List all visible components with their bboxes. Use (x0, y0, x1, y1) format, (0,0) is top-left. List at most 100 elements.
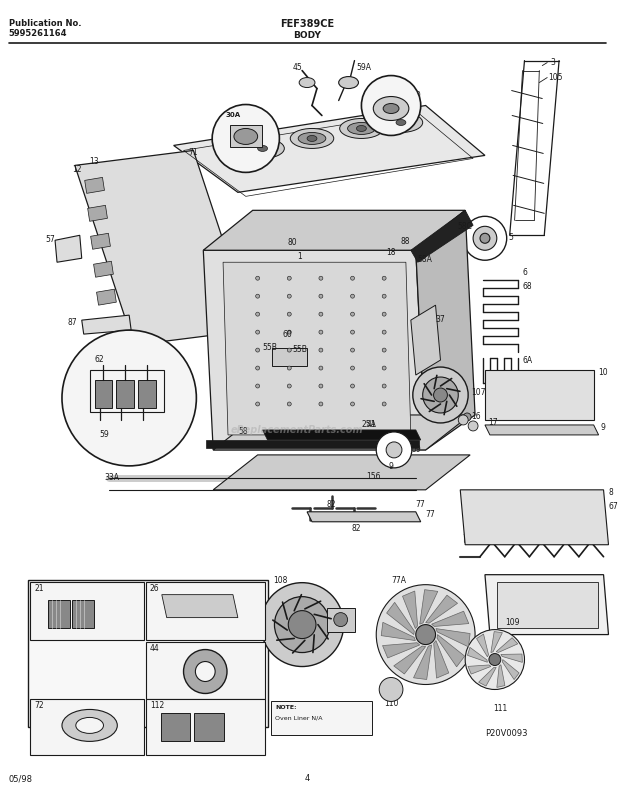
Polygon shape (501, 654, 523, 662)
Text: 77A: 77A (391, 576, 406, 585)
Polygon shape (387, 603, 414, 634)
Text: 68: 68 (523, 282, 532, 291)
Bar (327, 607, 355, 631)
Circle shape (463, 216, 507, 260)
Polygon shape (434, 641, 449, 678)
Polygon shape (411, 210, 473, 263)
Circle shape (463, 413, 471, 421)
Circle shape (350, 384, 355, 388)
Text: 77: 77 (416, 500, 425, 509)
Circle shape (350, 330, 355, 334)
Text: 59: 59 (412, 445, 422, 454)
Circle shape (287, 330, 291, 334)
Circle shape (255, 330, 260, 334)
Polygon shape (203, 210, 465, 250)
Polygon shape (97, 290, 117, 305)
Text: FEF389CE: FEF389CE (280, 19, 334, 28)
Text: 4: 4 (304, 774, 309, 783)
Polygon shape (497, 664, 505, 687)
Polygon shape (496, 638, 518, 653)
Text: 82: 82 (327, 500, 336, 509)
Ellipse shape (307, 135, 317, 142)
Text: BODY: BODY (293, 31, 321, 40)
Circle shape (195, 661, 215, 682)
Text: 26: 26 (150, 584, 159, 592)
Polygon shape (381, 623, 415, 641)
Text: 18: 18 (386, 248, 396, 257)
Polygon shape (94, 261, 113, 277)
Polygon shape (82, 315, 131, 334)
Circle shape (350, 294, 355, 298)
Circle shape (480, 233, 490, 244)
Text: 87: 87 (68, 318, 78, 327)
Text: 88: 88 (401, 237, 410, 246)
Circle shape (386, 442, 402, 458)
Text: eReplacementParts.com: eReplacementParts.com (231, 425, 363, 435)
Text: 6A: 6A (523, 356, 533, 365)
Ellipse shape (356, 126, 366, 131)
Circle shape (334, 612, 348, 626)
Bar (30, 581, 144, 640)
Ellipse shape (241, 138, 285, 158)
Bar (117, 380, 134, 408)
Text: NOTE:: NOTE: (275, 706, 297, 710)
Text: 1: 1 (297, 252, 302, 261)
Text: 5995261164: 5995261164 (9, 28, 67, 38)
Text: 9: 9 (601, 423, 606, 432)
Bar (161, 713, 190, 741)
Circle shape (319, 402, 323, 406)
Circle shape (319, 366, 323, 370)
Polygon shape (491, 631, 502, 653)
Polygon shape (91, 233, 110, 249)
Polygon shape (162, 595, 238, 618)
Polygon shape (223, 263, 411, 435)
Bar (48, 600, 70, 627)
Circle shape (62, 330, 197, 466)
Bar (497, 581, 598, 627)
Circle shape (413, 367, 468, 423)
Bar (206, 440, 418, 448)
Text: 59: 59 (100, 430, 109, 439)
Polygon shape (420, 589, 438, 624)
Text: 55B: 55B (292, 345, 307, 354)
Circle shape (382, 276, 386, 280)
Circle shape (433, 388, 448, 402)
Circle shape (350, 402, 355, 406)
Text: 6: 6 (523, 268, 528, 277)
Text: 9: 9 (388, 462, 393, 471)
Polygon shape (383, 643, 420, 658)
Polygon shape (485, 370, 594, 420)
Polygon shape (87, 206, 107, 221)
Polygon shape (394, 646, 426, 674)
Text: 44: 44 (150, 644, 160, 653)
Circle shape (458, 415, 468, 425)
Text: 33A: 33A (104, 473, 120, 482)
Circle shape (288, 611, 316, 638)
Text: 10: 10 (598, 368, 608, 377)
Bar (146, 581, 265, 640)
Bar (272, 348, 307, 366)
Polygon shape (485, 575, 608, 634)
Circle shape (382, 348, 386, 352)
Circle shape (468, 421, 478, 431)
Polygon shape (437, 634, 464, 667)
Text: 16: 16 (471, 412, 480, 421)
Circle shape (287, 366, 291, 370)
Text: 58: 58 (238, 427, 247, 436)
Polygon shape (477, 634, 489, 657)
Text: 77: 77 (426, 509, 435, 519)
Circle shape (287, 402, 291, 406)
Text: 72: 72 (34, 702, 44, 710)
Text: 59A: 59A (356, 62, 371, 72)
Polygon shape (468, 665, 491, 674)
Bar (138, 380, 156, 408)
Circle shape (255, 312, 260, 316)
Text: 105: 105 (548, 73, 563, 81)
Text: 41: 41 (366, 420, 376, 429)
Circle shape (287, 276, 291, 280)
Text: 58C: 58C (458, 222, 472, 231)
Text: 71: 71 (188, 149, 198, 157)
Circle shape (184, 649, 227, 694)
Circle shape (255, 348, 260, 352)
Polygon shape (432, 611, 469, 626)
